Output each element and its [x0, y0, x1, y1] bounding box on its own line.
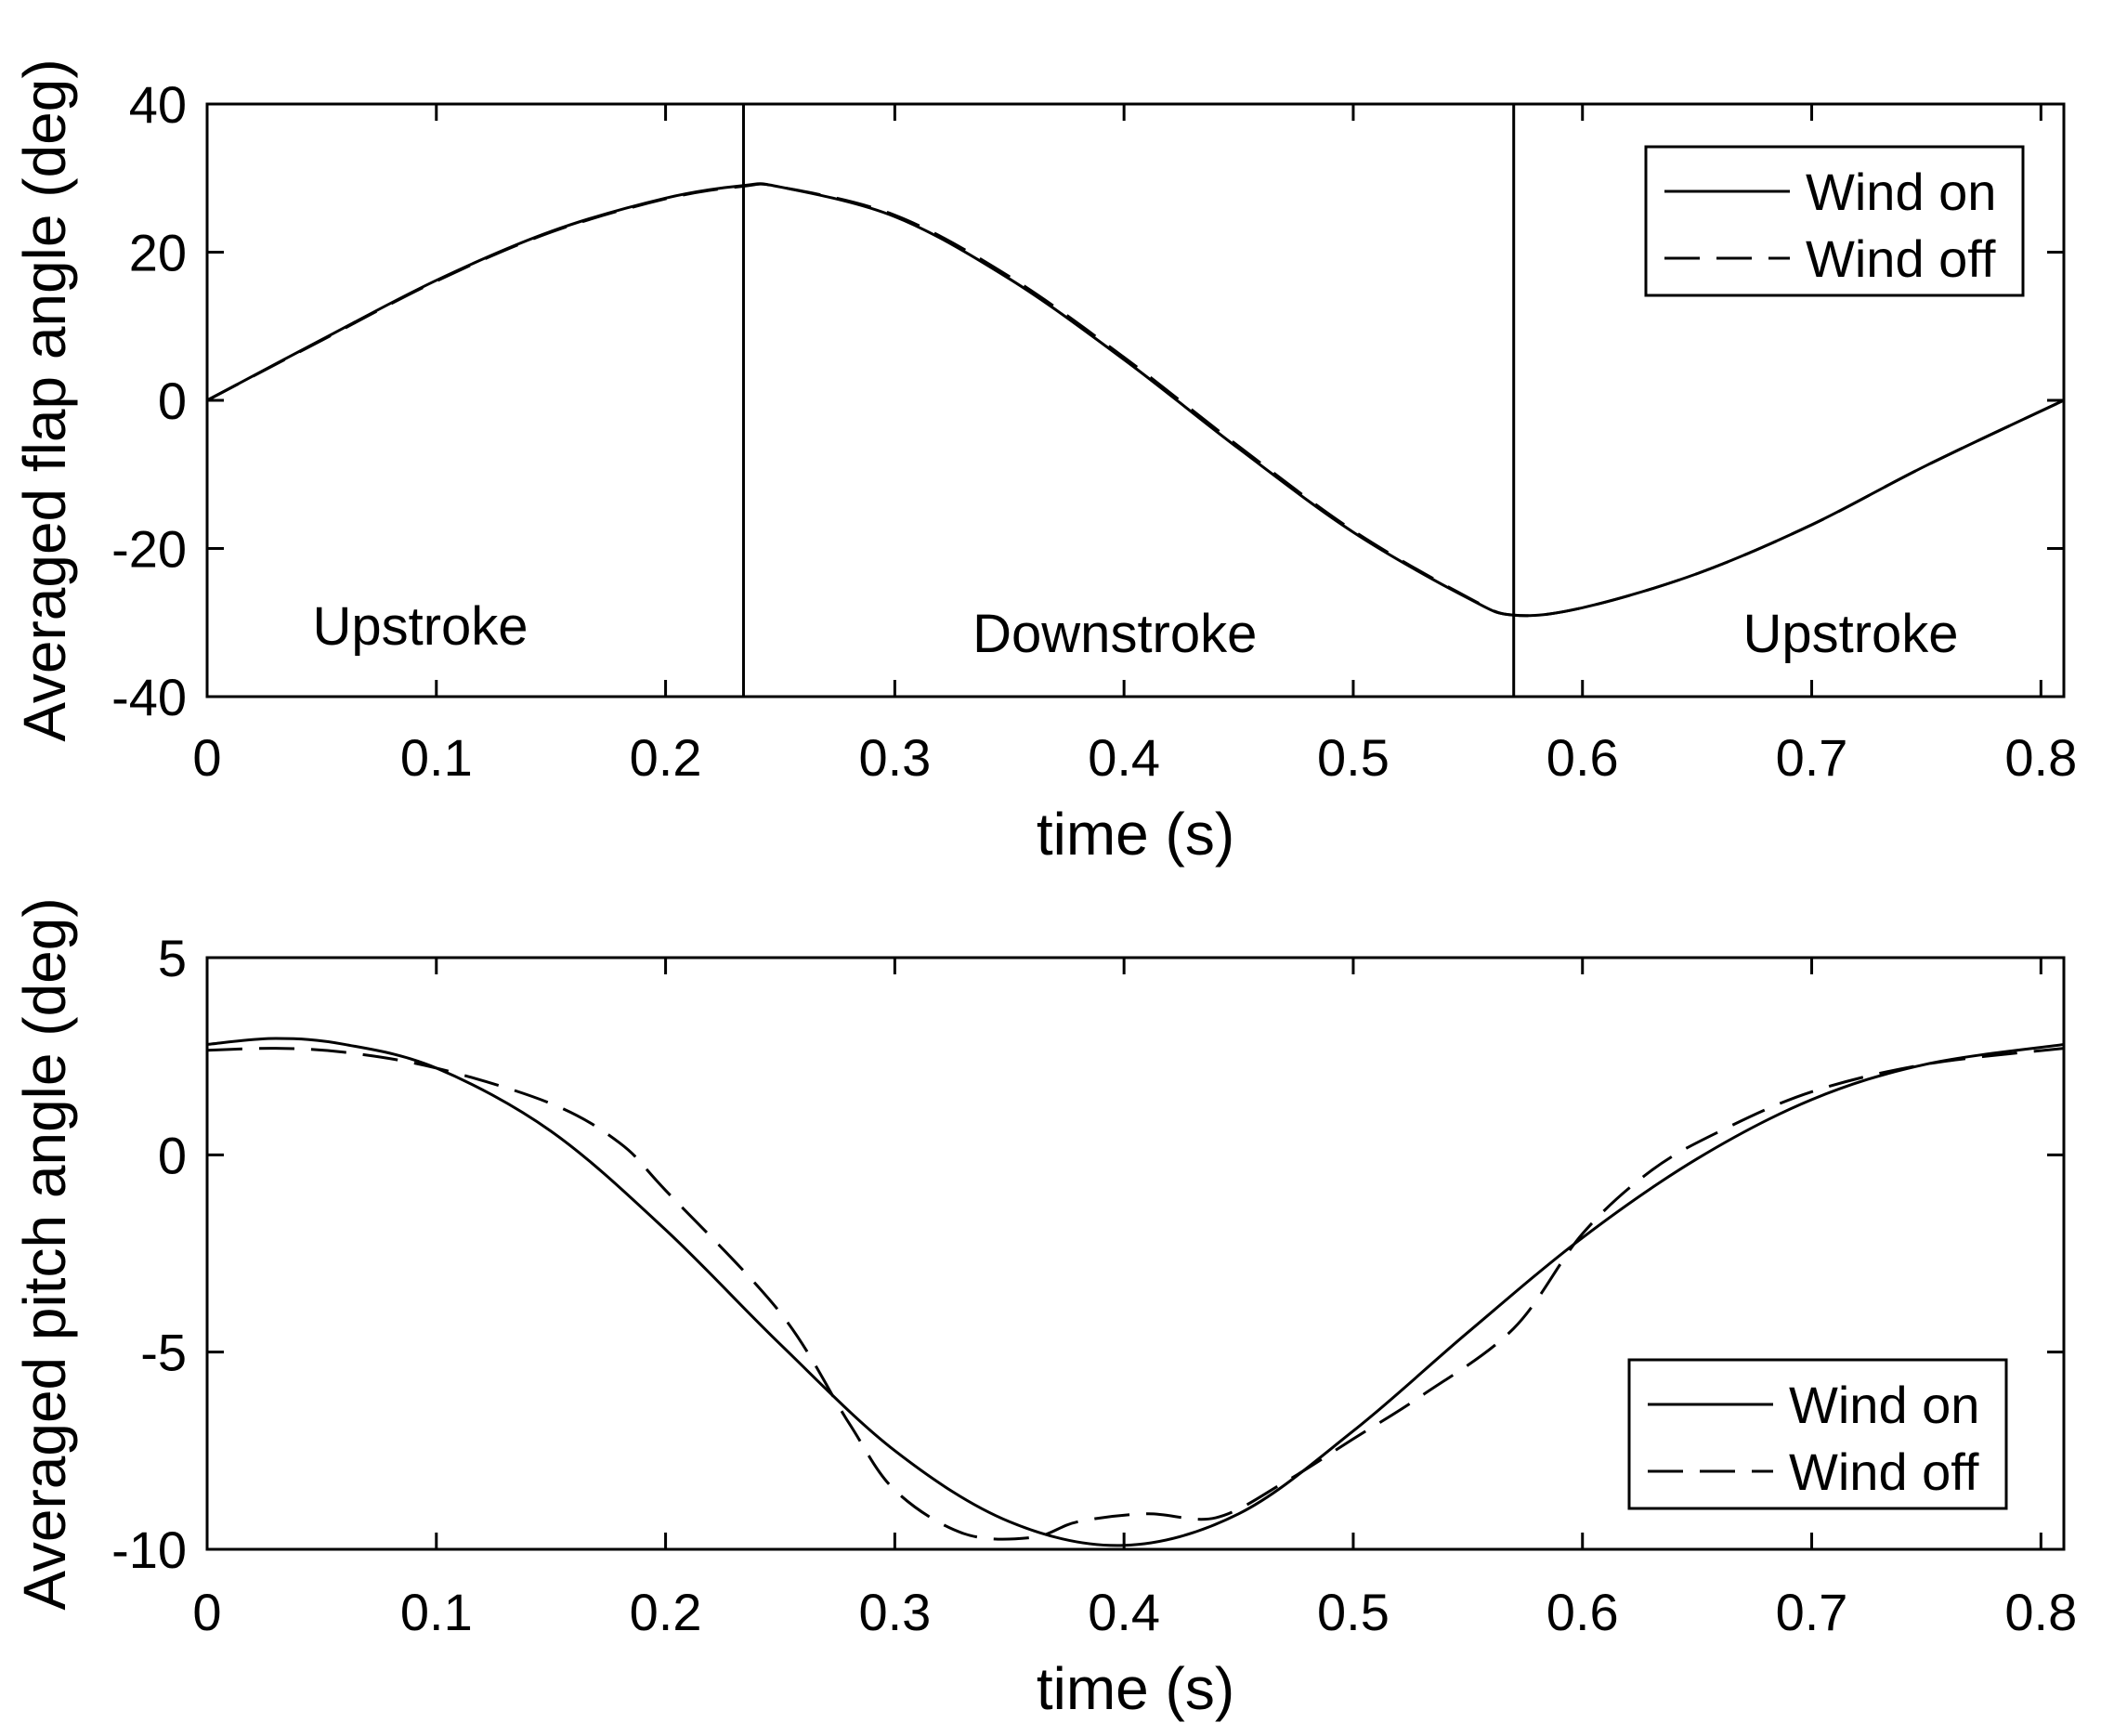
series-wind-off-line — [206, 1047, 2065, 1541]
x-tick-label: 0.4 — [1088, 728, 1160, 787]
x-tick-label: 0 — [192, 728, 221, 787]
x-tick-label: 0.8 — [2004, 1583, 2077, 1641]
y-tick-label: 0 — [158, 1126, 187, 1184]
x-tick-label: 0.6 — [1546, 728, 1619, 787]
x-tick-label: 0.5 — [1317, 1583, 1390, 1641]
y-tick-label: 20 — [129, 224, 187, 282]
legend-box — [1644, 145, 2025, 297]
y-tick-label: -20 — [111, 520, 187, 579]
legend-entry: Wind on — [1789, 1376, 1979, 1434]
x-tick-label: 0.2 — [630, 728, 702, 787]
x-tick-label: 0 — [192, 1583, 221, 1641]
y-tick-label: -40 — [111, 668, 187, 726]
y-tick-label: 0 — [158, 372, 187, 430]
x-tick-label: 0.8 — [2004, 728, 2077, 787]
plot-frame — [205, 956, 2066, 1551]
legend: Wind on Wind off — [1644, 145, 2025, 297]
phase-annotation: Downstroke — [972, 604, 1257, 664]
x-tick-label: 0.3 — [858, 728, 931, 787]
legend-entry: Wind on — [1806, 163, 1996, 221]
y-axis-label: Averaged pitch angle (deg) — [11, 897, 78, 1610]
x-axis-label: time (s) — [1037, 1655, 1234, 1722]
x-axis-label: time (s) — [1037, 801, 1234, 868]
pitch-angle-chart: 0 0.1 0.2 0.3 0.4 0.5 0.6 0.7 0.8 -10 -5 0 5 time (s)… — [11, 897, 2077, 1722]
phase-annotation: Upstroke — [1742, 604, 1958, 664]
x-tick-label: 0.1 — [400, 728, 473, 787]
series-wind-on-line — [206, 1037, 2065, 1547]
x-tick-label: 0.3 — [858, 1583, 931, 1641]
legend-entry: Wind off — [1789, 1442, 1979, 1501]
y-tick-label: -10 — [111, 1521, 187, 1579]
x-tick-label: 0.7 — [1776, 728, 1848, 787]
phase-annotation: Upstroke — [312, 596, 528, 657]
legend-box — [1627, 1358, 2008, 1510]
x-tick-label: 0.4 — [1088, 1583, 1160, 1641]
y-axis-label: Averaged flap angle (deg) — [11, 59, 78, 741]
x-tick-label: 0.2 — [630, 1583, 702, 1641]
x-tick-label: 0.1 — [400, 1583, 473, 1641]
y-tick-label: 5 — [158, 929, 187, 987]
y-tick-label: 40 — [129, 75, 187, 134]
legend-entry: Wind off — [1806, 229, 1996, 288]
x-tick-label: 0.6 — [1546, 1583, 1619, 1641]
x-tick-label: 0.5 — [1317, 728, 1390, 787]
legend: Wind on Wind off — [1627, 1358, 2008, 1510]
x-tick-label: 0.7 — [1776, 1583, 1848, 1641]
y-tick-label: -5 — [140, 1324, 187, 1382]
series-wind-off-line — [206, 182, 2065, 618]
flap-angle-chart: 0 0.1 0.2 0.3 0.4 0.5 0.6 0.7 0.8 -40 -20 0 20 40 time… — [11, 59, 2077, 868]
